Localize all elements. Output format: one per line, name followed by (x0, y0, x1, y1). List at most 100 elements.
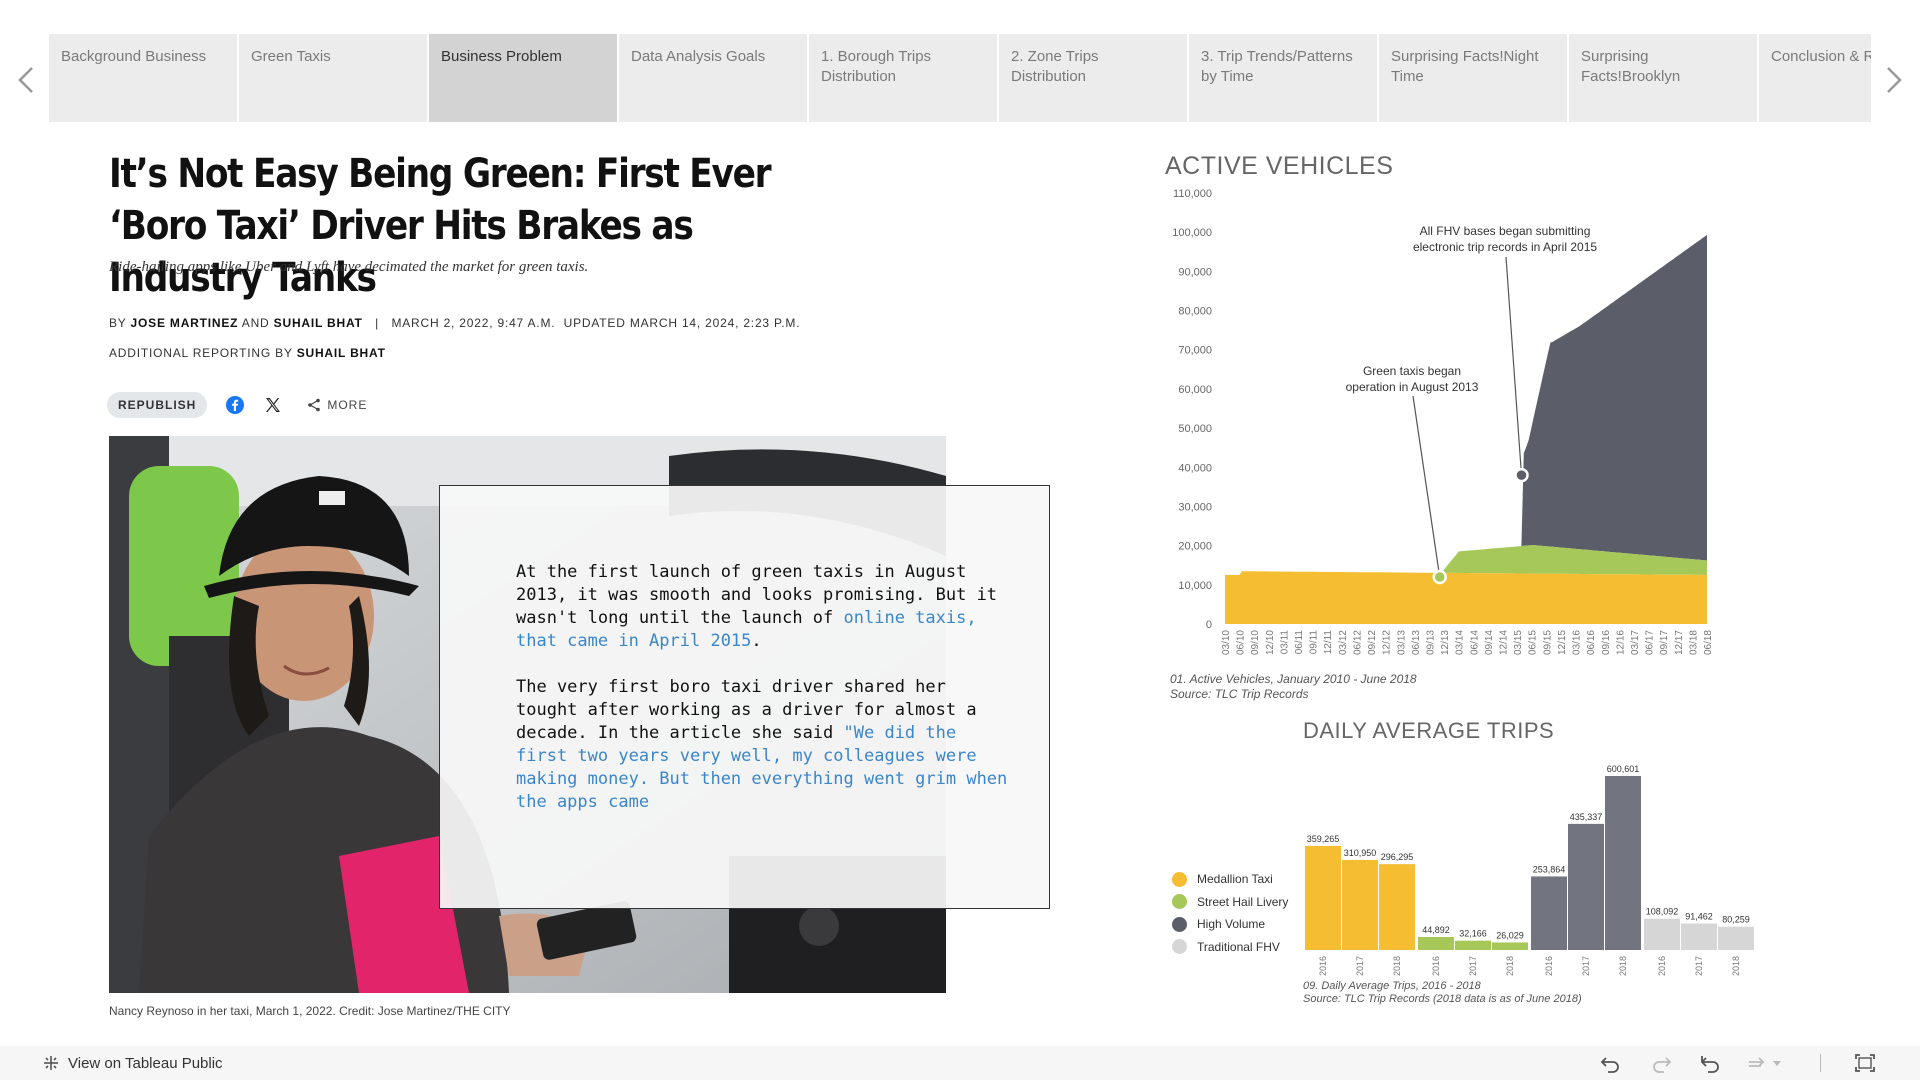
next-story-point-arrow[interactable] (1878, 60, 1908, 100)
x-tick-label: 09/13 (1425, 630, 1436, 655)
legend-item[interactable]: Traditional FHV (1172, 936, 1288, 959)
bar[interactable] (1644, 918, 1680, 950)
daily-average-trips-chart[interactable]: 359,265 2016 310,950 2017 296,295 2018 44,892 2… (1300, 752, 1760, 982)
additional-reporting: Additional reporting by Suhail Bhat (109, 346, 386, 360)
x-tick-label: 06/16 (1586, 630, 1597, 655)
x-twitter-icon[interactable] (263, 395, 283, 415)
bar-data-label: 296,295 (1381, 852, 1414, 862)
legend-item[interactable]: Street Hail Livery (1172, 891, 1288, 914)
bar-data-label: 253,864 (1533, 864, 1566, 874)
bar-data-label: 91,462 (1685, 912, 1713, 922)
story-text-box[interactable]: At the first launch of green taxis in Au… (439, 485, 1050, 909)
tab-conclusion-recommendations[interactable]: Conclusion & Recommendations (1759, 34, 1871, 122)
legend-item[interactable]: Medallion Taxi (1172, 868, 1288, 891)
daily-trips-note: 09. Daily Average Trips, 2016 - 2018 Sou… (1303, 980, 1582, 1006)
x-tick-label: 2016 (1431, 956, 1441, 976)
x-tick-label: 09/16 (1601, 630, 1612, 655)
bar[interactable] (1379, 864, 1415, 950)
area-medallion-taxi[interactable] (1225, 571, 1707, 624)
bar[interactable] (1568, 823, 1604, 950)
story-text-segment: The very first boro taxi driver shared h… (516, 677, 977, 743)
tableau-link-label: View on Tableau Public (68, 1054, 223, 1072)
x-tick-label: 06/17 (1645, 630, 1656, 655)
revert-icon[interactable] (1698, 1052, 1724, 1074)
tab-background-business[interactable]: Background Business (49, 34, 237, 122)
share-row: REPUBLISH MORE (107, 392, 367, 418)
bar[interactable] (1455, 940, 1491, 950)
annotation-label: operation in August 2013 (1346, 380, 1479, 394)
y-tick-label: 40,000 (1178, 462, 1212, 474)
y-tick-label: 80,000 (1178, 306, 1212, 318)
bar[interactable] (1718, 926, 1754, 950)
y-tick-label: 100,000 (1172, 227, 1212, 239)
x-tick-label: 03/18 (1688, 630, 1699, 655)
x-tick-label: 09/17 (1659, 630, 1670, 655)
area-high-volume[interactable] (1225, 234, 1707, 575)
tab-surprising-facts-night-time[interactable]: Surprising Facts!Night Time (1379, 34, 1567, 122)
author-link[interactable]: Suhail Bhat (273, 316, 363, 330)
y-tick-label: 90,000 (1178, 266, 1212, 278)
x-tick-label: 2016 (1318, 956, 1328, 976)
tab-data-analysis-goals[interactable]: Data Analysis Goals (619, 34, 807, 122)
x-tick-label: 09/12 (1367, 630, 1378, 655)
x-tick-label: 03/15 (1513, 630, 1524, 655)
redo-icon[interactable] (1648, 1052, 1674, 1074)
active-vehicles-chart[interactable]: 110,000 100,000 90,000 80,000 70,000 60,000 50… (1160, 180, 1720, 700)
active-vehicles-title: ACTIVE VEHICLES (1165, 152, 1394, 180)
author-link[interactable]: Jose Martinez (130, 316, 239, 330)
undo-icon[interactable] (1598, 1052, 1624, 1074)
byline-and: and (241, 316, 270, 330)
photo-caption: Nancy Reynoso in her taxi, March 1, 2022… (109, 1004, 511, 1018)
article-dates: March 2, 2022, 9:47 a.m. Updated March 1… (391, 316, 801, 330)
tab-trip-trends[interactable]: 3. Trip Trends/Patterns by Time (1189, 34, 1377, 122)
annotation-leader-line (1505, 256, 1523, 476)
previous-story-point-arrow[interactable] (12, 60, 42, 100)
facebook-icon[interactable] (225, 395, 245, 415)
bar[interactable] (1418, 936, 1454, 950)
story-text-segment: At the first launch of green taxis in Au… (516, 562, 998, 628)
bar-data-label: 435,337 (1570, 812, 1603, 822)
x-tick-label: 03/12 (1338, 630, 1349, 655)
story-navigation: Background Business Green Taxis Business… (49, 34, 1871, 122)
x-tick-label: 09/10 (1250, 630, 1261, 655)
bar[interactable] (1305, 845, 1341, 950)
y-tick-label: 20,000 (1178, 541, 1212, 553)
author-link[interactable]: Suhail Bhat (296, 346, 386, 360)
bar[interactable] (1531, 876, 1567, 950)
x-tick-label: 06/13 (1411, 630, 1422, 655)
tab-business-problem[interactable]: Business Problem (429, 34, 617, 122)
bar[interactable] (1681, 923, 1717, 950)
article-deck: Ride-hailing apps like Uber and Lyft hav… (109, 259, 589, 275)
bar[interactable] (1342, 859, 1378, 950)
x-tick-label: 06/10 (1236, 630, 1247, 655)
legend-label: Street Hail Livery (1197, 894, 1289, 909)
chart-note-line: 01. Active Vehicles, January 2010 - June… (1170, 672, 1417, 686)
more-share-button[interactable]: MORE (307, 398, 367, 412)
x-tick-label: 12/16 (1615, 630, 1626, 655)
area-street-hail-livery[interactable] (1225, 545, 1707, 575)
fullscreen-icon[interactable] (1852, 1052, 1878, 1074)
story-highlight: online taxis, that came in April 2015 (516, 608, 977, 651)
annotation-marker[interactable] (1514, 467, 1529, 483)
y-tick-label: 110,000 (1173, 188, 1212, 200)
tab-zone-trips-distribution[interactable]: 2. Zone Trips Distribution (999, 34, 1187, 122)
story-paragraph: At the first launch of green taxis in Au… (516, 561, 1016, 653)
x-tick-label: 09/14 (1484, 630, 1495, 655)
tab-borough-trips-distribution[interactable]: 1. Borough Trips Distribution (809, 34, 997, 122)
bar[interactable] (1605, 776, 1641, 950)
bar-data-label: 80,259 (1722, 915, 1750, 925)
tab-surprising-facts-brooklyn[interactable]: Surprising Facts!Brooklyn (1569, 34, 1757, 122)
x-tick-label: 2018 (1505, 956, 1515, 976)
view-on-tableau-public-link[interactable]: View on Tableau Public (42, 1054, 223, 1072)
tab-green-taxis[interactable]: Green Taxis (239, 34, 427, 122)
x-tick-label: 12/13 (1440, 630, 1451, 655)
annotation-marker[interactable] (1432, 569, 1447, 585)
legend-item[interactable]: High Volume (1172, 913, 1288, 936)
x-tick-label: 03/14 (1455, 630, 1466, 655)
share-icon (308, 398, 321, 412)
republish-button[interactable]: REPUBLISH (107, 392, 208, 418)
pause-updates-icon[interactable] (1745, 1052, 1785, 1074)
x-tick-label: 2016 (1544, 956, 1554, 976)
bar-data-label: 32,166 (1459, 929, 1487, 939)
bar[interactable] (1492, 942, 1528, 950)
